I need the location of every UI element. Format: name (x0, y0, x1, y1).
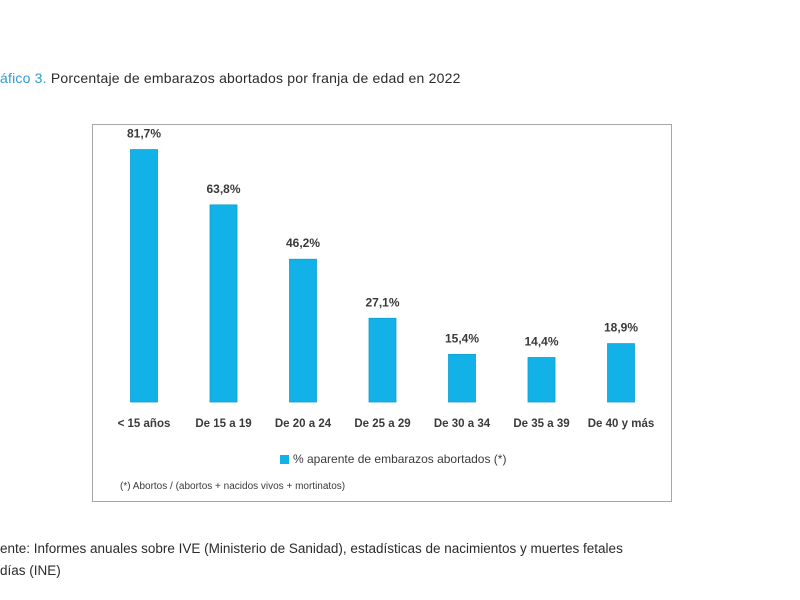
chart-legend: % aparente de embarazos abortados (*) (280, 452, 506, 466)
x-tick-label-1: De 15 a 19 (195, 418, 251, 430)
figure-number: áfico 3. (0, 70, 47, 86)
figure-title: Porcentaje de embarazos abortados por fr… (50, 70, 461, 86)
bar-1 (209, 204, 238, 403)
bar-4 (448, 354, 476, 403)
x-tick-label-6: De 40 y más (588, 418, 655, 430)
value-label-3: 27,1% (365, 295, 399, 309)
legend-swatch (280, 454, 289, 464)
x-tick-label-4: De 30 a 34 (434, 418, 491, 430)
bar-6 (607, 343, 635, 403)
chart-footnote: (*) Abortos / (abortos + nacidos vivos +… (120, 481, 346, 492)
value-label-6: 18,9% (604, 321, 638, 335)
value-label-0: 81,7% (127, 127, 161, 141)
x-tick-label-3: De 25 a 29 (354, 418, 410, 430)
bar-3 (368, 317, 397, 403)
bar-5 (527, 357, 556, 403)
chart-frame (92, 124, 672, 502)
legend-label: % aparente de embarazos abortados (*) (293, 452, 507, 466)
source-line-1: ente: Informes anuales sobre IVE (Minist… (0, 541, 623, 556)
source-line-2: días (INE) (0, 563, 61, 578)
x-tick-label-2: De 20 a 24 (275, 418, 332, 430)
source-note: ente: Informes anuales sobre IVE (Minist… (0, 538, 800, 582)
value-label-2: 46,2% (286, 236, 320, 250)
value-label-4: 15,4% (445, 331, 479, 345)
value-label-1: 63,8% (206, 182, 240, 196)
x-tick-label-0: < 15 años (118, 418, 171, 430)
value-label-5: 14,4% (524, 335, 558, 349)
figure-caption: áfico 3. Porcentaje de embarazos abortad… (0, 70, 461, 86)
bar-2 (289, 258, 317, 403)
bar-0 (130, 149, 158, 403)
x-tick-label-5: De 35 a 39 (513, 418, 569, 430)
